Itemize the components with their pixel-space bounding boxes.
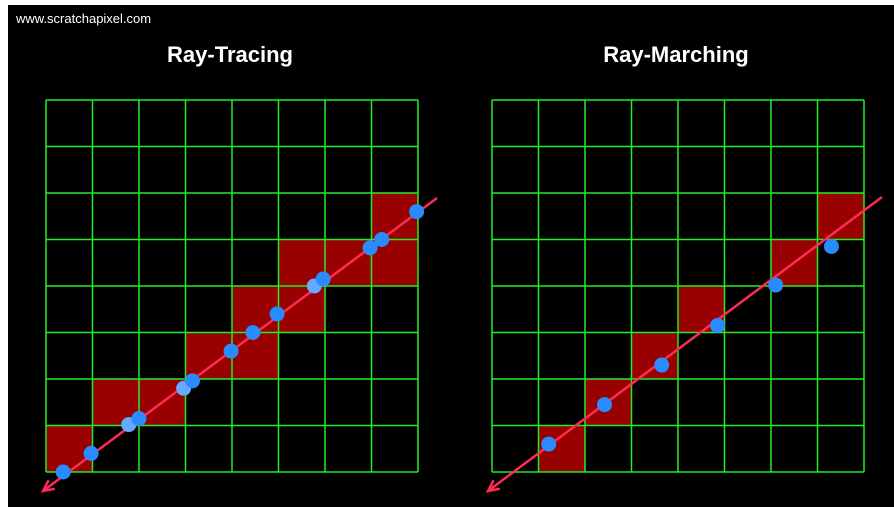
intersection-point <box>184 373 200 389</box>
intersection-point <box>541 436 557 452</box>
intersection-point <box>362 240 378 256</box>
intersection-point <box>768 277 784 293</box>
intersection-point <box>269 306 285 322</box>
intersection-point <box>409 204 425 220</box>
intersection-point <box>374 232 390 247</box>
intersection-point <box>55 464 71 480</box>
ray-marching-panel <box>485 99 883 493</box>
intersection-point <box>823 238 839 254</box>
intersection-point <box>597 397 613 413</box>
ray-marching-title: Ray-Marching <box>603 42 749 67</box>
ray-arrowhead <box>40 480 56 493</box>
intersection-point <box>315 271 331 287</box>
highlighted-cell <box>371 239 418 286</box>
intersection-point <box>710 318 726 334</box>
ray-tracing-panel <box>40 99 438 493</box>
intersection-point <box>83 445 99 461</box>
intersection-point <box>131 411 147 427</box>
source-url: www.scratchapixel.com <box>16 11 152 26</box>
ray-tracing-title: Ray-Tracing <box>167 42 293 67</box>
intersection-point <box>223 343 239 359</box>
intersection-point <box>245 325 261 340</box>
ray-arrowhead <box>485 479 501 493</box>
highlighted-cell <box>46 425 93 472</box>
highlighted-cell <box>232 286 279 333</box>
highlighted-cell <box>232 332 279 379</box>
intersection-point <box>654 357 670 373</box>
highlighted-cell <box>371 193 418 240</box>
